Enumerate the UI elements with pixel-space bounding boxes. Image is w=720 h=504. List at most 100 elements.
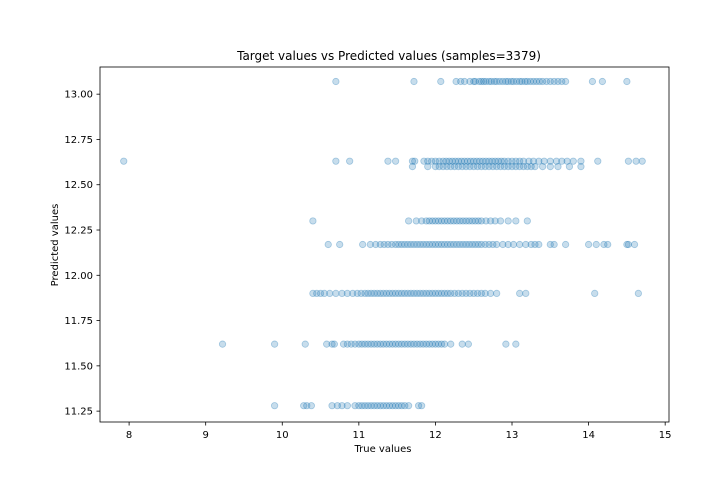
data-point — [542, 77, 551, 86]
data-point — [458, 289, 466, 297]
data-point — [454, 289, 462, 297]
data-point — [592, 240, 600, 249]
data-point — [444, 289, 452, 297]
data-point — [351, 340, 359, 348]
data-point — [373, 402, 381, 410]
data-point — [398, 340, 406, 348]
data-point — [493, 163, 501, 171]
data-point — [456, 217, 464, 225]
data-point — [422, 240, 430, 249]
y-tick-label: 11.50 — [64, 361, 93, 372]
data-point — [445, 157, 453, 165]
data-point — [425, 340, 433, 348]
data-point — [624, 240, 633, 249]
data-point — [550, 77, 558, 86]
data-point — [447, 163, 455, 171]
data-point — [458, 340, 466, 348]
data-point — [320, 289, 328, 297]
x-tick-label: 11 — [352, 430, 365, 441]
data-point — [379, 340, 387, 348]
y-tick-label: 12.50 — [64, 180, 93, 191]
data-point — [419, 340, 427, 348]
data-point — [404, 240, 412, 249]
data-point — [450, 240, 458, 249]
data-point — [518, 77, 526, 86]
data-point — [463, 157, 472, 165]
data-point — [577, 157, 585, 165]
data-point — [488, 157, 496, 165]
data-point — [407, 340, 415, 348]
data-point — [535, 240, 543, 249]
data-point — [563, 157, 571, 165]
data-point — [401, 289, 409, 297]
data-point — [416, 340, 424, 348]
data-point — [447, 289, 455, 297]
data-point — [353, 289, 361, 297]
data-point — [358, 340, 366, 348]
data-point — [504, 240, 512, 249]
data-point — [395, 340, 403, 348]
data-point — [422, 217, 430, 225]
data-point — [480, 77, 488, 86]
data-point — [401, 402, 409, 410]
data-point — [516, 240, 524, 249]
data-point — [562, 77, 570, 86]
data-point — [454, 163, 462, 171]
data-point — [364, 289, 372, 297]
data-point — [527, 240, 535, 249]
data-point — [376, 289, 384, 297]
y-tick-label: 12.00 — [64, 271, 93, 282]
x-tick-label: 15 — [659, 430, 672, 441]
data-point — [447, 240, 455, 249]
data-point — [591, 289, 599, 297]
data-point — [577, 163, 585, 171]
data-point — [521, 77, 529, 86]
data-point — [428, 217, 436, 225]
data-point — [473, 163, 482, 171]
data-point — [408, 163, 417, 171]
data-point — [487, 77, 495, 86]
data-point — [482, 217, 490, 225]
data-point — [376, 402, 384, 410]
data-point — [460, 157, 469, 165]
data-point — [361, 289, 369, 297]
data-point — [457, 77, 465, 86]
data-point — [485, 240, 493, 249]
data-point — [303, 402, 311, 410]
data-point — [550, 240, 558, 249]
data-point — [441, 289, 449, 297]
data-point — [462, 163, 470, 171]
data-point — [324, 240, 332, 249]
data-point — [343, 289, 351, 297]
data-point — [347, 340, 355, 348]
data-point — [349, 289, 357, 297]
y-axis-label: Predicted values — [50, 204, 61, 287]
data-point — [418, 217, 426, 225]
data-point — [562, 240, 570, 249]
data-point — [339, 340, 348, 348]
data-point — [485, 163, 493, 171]
data-point — [367, 289, 375, 297]
data-point — [434, 217, 443, 225]
data-point — [509, 77, 518, 86]
data-point — [351, 402, 359, 410]
data-point — [357, 289, 365, 297]
data-point — [516, 77, 524, 86]
data-point — [424, 157, 432, 165]
data-point — [332, 157, 340, 165]
data-point — [452, 77, 460, 86]
data-point — [355, 340, 363, 348]
data-point — [373, 340, 381, 348]
data-point — [458, 163, 466, 171]
data-point — [361, 340, 369, 348]
data-point — [508, 163, 516, 171]
data-point — [328, 340, 336, 348]
data-point — [425, 289, 433, 297]
data-point — [413, 240, 421, 249]
data-point — [529, 77, 538, 86]
data-point — [300, 402, 308, 410]
data-point — [407, 289, 415, 297]
y-tick-label: 13.00 — [64, 90, 93, 101]
data-point — [509, 240, 518, 249]
